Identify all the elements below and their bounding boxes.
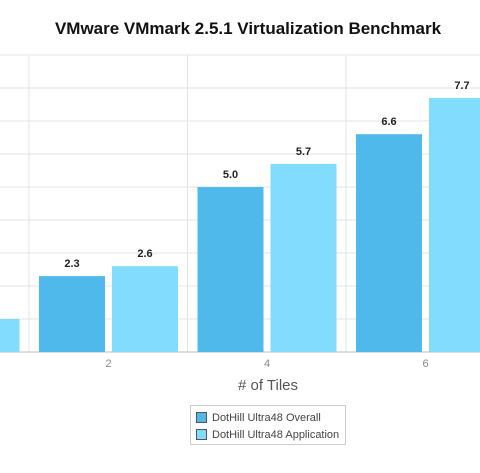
data-label-overall: 5.0 [223, 169, 238, 181]
bar-overall [356, 134, 422, 352]
data-label-application: 7.7 [454, 80, 469, 92]
data-label-overall: 6.6 [381, 116, 396, 128]
bar-application [270, 163, 337, 352]
legend: DotHill Ultra48 Overall DotHill Ultra48 … [190, 405, 346, 445]
chart-title: VMware VMmark 2.5.1 Virtualization Bench… [55, 19, 442, 38]
data-label-application: 5.7 [296, 146, 311, 158]
bar-overall [197, 187, 264, 352]
legend-swatch-overall [196, 412, 207, 423]
legend-item-application: DotHill Ultra48 Application [196, 426, 345, 443]
bar-overall [39, 276, 105, 352]
x-axis-label: # of Tiles [238, 377, 298, 394]
data-label-overall: 2.3 [64, 258, 79, 270]
x-tick-label: 6 [422, 358, 428, 370]
x-tick-label: 2 [105, 358, 111, 370]
bar-application [112, 266, 178, 352]
legend-item-overall: DotHill Ultra48 Overall [196, 409, 345, 426]
legend-swatch-application [196, 429, 207, 440]
x-tick-label: 4 [264, 358, 270, 370]
bar-application [0, 319, 20, 352]
legend-label-overall: DotHill Ultra48 Overall [212, 411, 321, 424]
data-label-application: 2.6 [137, 248, 152, 260]
bar-application [429, 97, 480, 353]
legend-label-application: DotHill Ultra48 Application [212, 428, 340, 441]
